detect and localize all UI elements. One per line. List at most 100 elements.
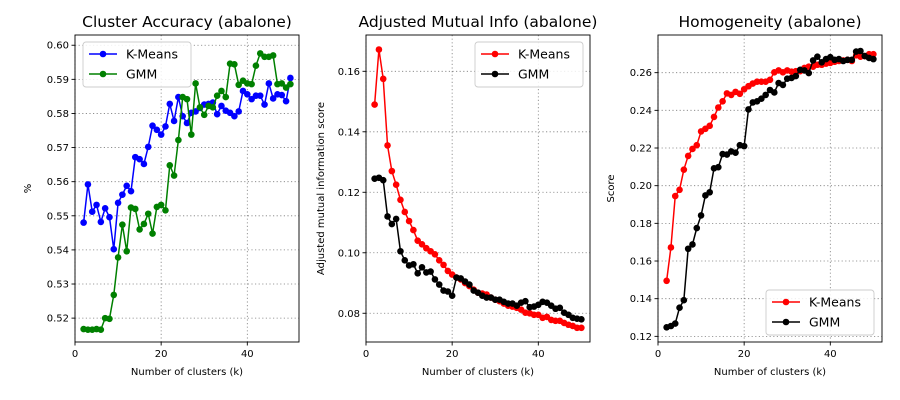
data-point <box>261 101 268 108</box>
series-gmm <box>80 50 294 334</box>
data-point <box>848 56 856 64</box>
data-point <box>676 304 683 312</box>
data-point <box>706 122 713 130</box>
data-point <box>431 276 439 283</box>
data-point <box>218 102 225 110</box>
data-point <box>466 281 473 288</box>
x-tick-label: 40 <box>241 349 254 360</box>
plot-frame <box>365 34 591 343</box>
legend-label: GMM <box>809 315 840 330</box>
data-point <box>766 76 774 84</box>
data-point <box>218 87 225 95</box>
legend-marker <box>99 70 107 78</box>
series-k-means <box>663 50 877 285</box>
data-point <box>414 237 421 244</box>
data-point <box>106 213 113 221</box>
data-point <box>388 167 396 175</box>
data-point <box>693 141 701 149</box>
data-point <box>114 254 122 261</box>
data-point <box>397 196 404 204</box>
legend-label: GMM <box>126 67 157 82</box>
data-point <box>175 136 182 144</box>
y-tick-label: 0.16 <box>338 67 360 78</box>
y-tick-label: 0.18 <box>630 219 652 230</box>
legend: K-Means GMM <box>474 41 584 88</box>
data-point <box>375 46 383 53</box>
legend-marker <box>782 318 790 326</box>
data-point <box>427 268 434 275</box>
data-point <box>166 100 174 108</box>
data-point <box>418 263 426 271</box>
data-point <box>188 131 195 138</box>
data-point <box>680 296 688 304</box>
legend-marker <box>491 70 499 78</box>
legend-label: K-Means <box>126 47 178 62</box>
data-point <box>157 201 165 209</box>
data-point <box>410 260 417 268</box>
data-point <box>235 108 242 115</box>
data-point <box>745 106 752 113</box>
y-tick-label: 0.14 <box>630 294 652 305</box>
data-point <box>140 220 148 228</box>
series-k-means <box>80 74 294 253</box>
x-axis-label: Number of clusters (k) <box>422 367 534 378</box>
data-point <box>119 191 126 198</box>
data-point <box>740 142 748 150</box>
data-point <box>144 210 152 218</box>
legend-marker <box>782 298 790 306</box>
data-point <box>149 122 156 130</box>
y-tick-label: 0.54 <box>47 245 69 256</box>
data-point <box>269 52 277 59</box>
series-gmm <box>371 174 585 323</box>
x-axis-label: Number of clusters (k) <box>131 367 243 378</box>
data-point <box>88 208 96 215</box>
data-point <box>140 160 148 168</box>
y-tick-label: 0.12 <box>338 188 360 199</box>
y-axis-label: % <box>23 184 34 194</box>
data-point <box>401 208 409 216</box>
chart-title: Homogeneity (abalone) <box>678 13 861 31</box>
x-tick-label: 40 <box>824 349 837 360</box>
data-point <box>166 162 174 169</box>
data-point <box>814 53 821 60</box>
y-tick-label: 0.16 <box>630 257 652 268</box>
data-point <box>278 80 286 87</box>
data-point <box>671 192 679 200</box>
legend: K-Means GMM <box>765 289 875 336</box>
data-point <box>556 304 564 312</box>
data-point <box>183 95 191 103</box>
y-tick-label: 0.56 <box>47 177 69 188</box>
data-point <box>265 80 273 87</box>
y-tick-label: 0.14 <box>338 127 360 138</box>
data-point <box>123 182 130 190</box>
data-point <box>153 126 161 134</box>
data-point <box>522 297 529 305</box>
plot-frame <box>657 34 883 343</box>
data-point <box>84 181 92 188</box>
series-line <box>373 49 582 329</box>
data-point <box>663 277 670 285</box>
data-point <box>192 80 199 87</box>
data-point <box>132 205 139 213</box>
data-point <box>444 288 452 295</box>
series-line <box>374 176 582 321</box>
data-point <box>287 80 294 88</box>
data-point <box>388 220 396 228</box>
x-tick-label: 0 <box>363 349 369 360</box>
data-point <box>200 111 208 119</box>
data-point <box>371 101 378 108</box>
data-point <box>684 152 692 160</box>
y-tick-label: 0.22 <box>630 144 652 155</box>
data-point <box>719 97 726 105</box>
data-point <box>578 324 585 332</box>
x-axis-label: Number of clusters (k) <box>714 367 826 378</box>
data-point <box>715 104 722 111</box>
legend: K-Means GMM <box>82 41 192 88</box>
data-point <box>392 215 400 223</box>
data-point <box>758 95 765 102</box>
data-point <box>80 219 87 226</box>
data-point <box>779 81 787 89</box>
data-point <box>680 166 688 173</box>
legend-label: K-Means <box>809 295 861 310</box>
data-point <box>693 224 701 232</box>
